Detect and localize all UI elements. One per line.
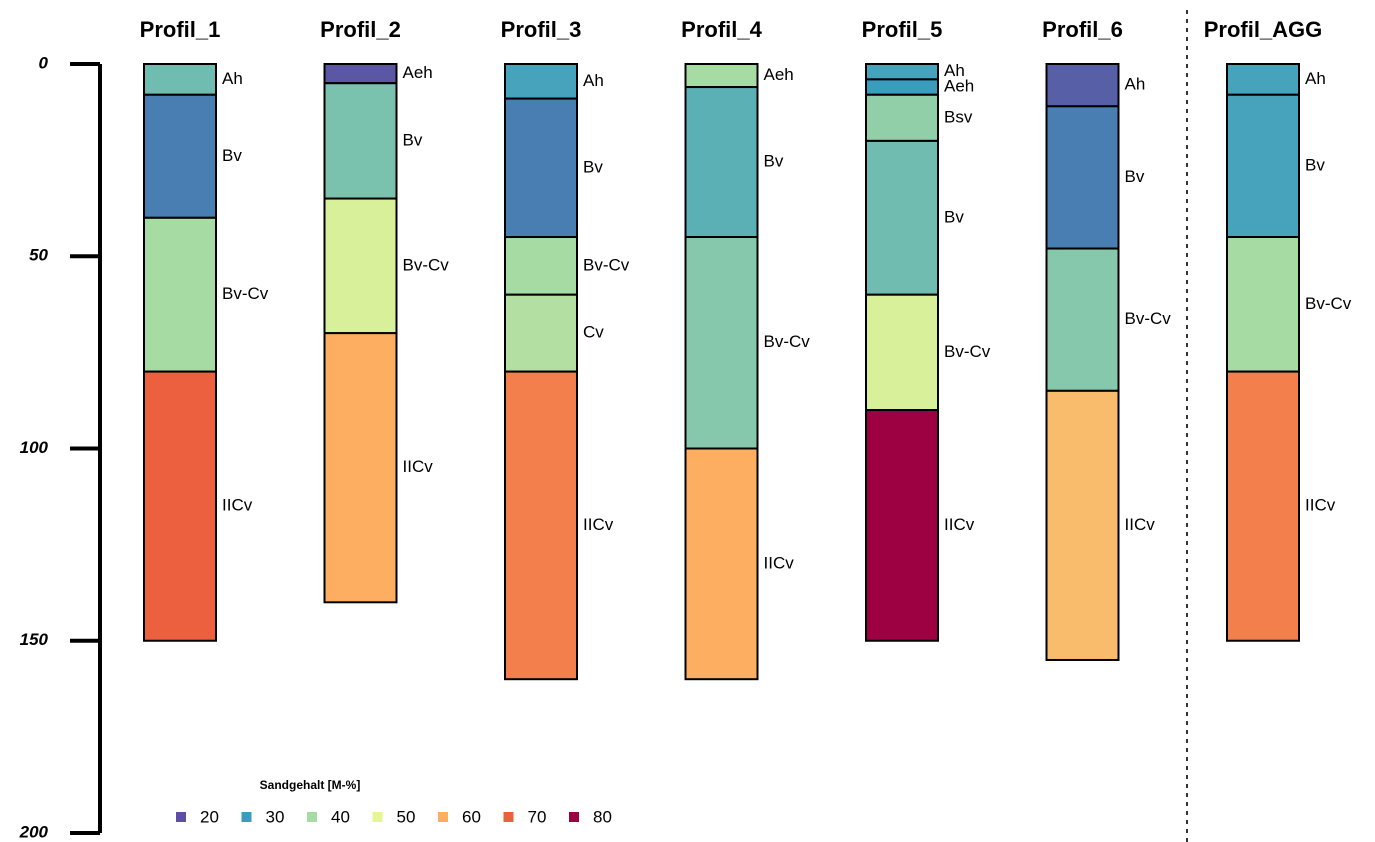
horizon: [1227, 237, 1299, 372]
horizon: [325, 83, 397, 198]
horizon: [505, 237, 577, 295]
horizon: [686, 64, 758, 87]
profile-title: Profil_AGG: [1204, 17, 1323, 42]
horizon: [686, 237, 758, 448]
horizon: [505, 372, 577, 680]
horizon: [1227, 95, 1299, 237]
legend-label: 70: [528, 807, 547, 826]
horizon-label: Aeh: [403, 63, 433, 82]
horizon: [144, 64, 216, 95]
horizon-label: Ah: [1305, 69, 1326, 88]
horizon: [325, 64, 397, 83]
profile-title: Profil_1: [140, 17, 221, 42]
horizon: [505, 99, 577, 237]
y-tick-label: 100: [20, 438, 49, 457]
horizon: [325, 199, 397, 334]
legend-label: 20: [200, 807, 219, 826]
horizon-label: Aeh: [944, 77, 974, 96]
horizon-label: Cv: [583, 323, 604, 342]
horizon: [1047, 106, 1119, 248]
horizon: [866, 141, 938, 295]
horizon-label: Bv: [403, 130, 423, 149]
horizon-label: IICv: [583, 515, 614, 534]
horizon-label: Bv: [222, 146, 242, 165]
horizon-label: Ah: [1125, 75, 1146, 94]
horizon-label: Bv-Cv: [403, 255, 450, 274]
legend-swatch: [176, 812, 186, 822]
profile-title: Profil_4: [681, 17, 762, 42]
chart: 0 50 100 150 200 Profil_1 Ah Bv Bv-Cv IICv Profil_…: [0, 0, 1375, 842]
horizon: [866, 95, 938, 141]
profile-title: Profil_3: [501, 17, 582, 42]
horizon: [866, 295, 938, 410]
legend-swatch: [504, 812, 514, 822]
horizon-label: Bv: [764, 152, 784, 171]
y-tick-label: 50: [29, 246, 48, 265]
profile-title: Profil_5: [862, 17, 943, 42]
horizon-label: Bv-Cv: [764, 332, 811, 351]
horizon: [1227, 64, 1299, 95]
horizon: [505, 295, 577, 372]
horizon: [144, 95, 216, 218]
legend-swatch: [307, 812, 317, 822]
legend-swatch: [242, 812, 252, 822]
horizon-label: IICv: [403, 457, 434, 476]
legend-label: 60: [462, 807, 481, 826]
legend-swatch: [373, 812, 383, 822]
legend-label: 40: [331, 807, 350, 826]
horizon: [1047, 64, 1119, 106]
horizon-label: Ah: [583, 71, 604, 90]
horizon: [144, 372, 216, 641]
horizon: [1047, 391, 1119, 660]
horizon: [1047, 249, 1119, 391]
profile-title: Profil_2: [320, 17, 401, 42]
y-tick-label: 0: [39, 53, 49, 72]
horizon: [686, 87, 758, 237]
horizon: [866, 79, 938, 94]
horizon-label: IICv: [764, 553, 795, 572]
horizon-label: IICv: [1305, 496, 1336, 515]
legend-label: 50: [397, 807, 416, 826]
horizon: [866, 410, 938, 641]
horizon-label: IICv: [1125, 515, 1156, 534]
legend-title: Sandgehalt [M-%]: [260, 778, 361, 792]
horizon-label: Bv-Cv: [1125, 309, 1172, 328]
horizon-label: Bv: [1305, 155, 1325, 174]
horizon-label: Bv-Cv: [222, 284, 269, 303]
profile-title: Profil_6: [1042, 17, 1123, 42]
legend-label: 30: [266, 807, 285, 826]
legend-swatch: [569, 812, 579, 822]
horizon: [505, 64, 577, 99]
horizon-label: IICv: [222, 496, 253, 515]
horizon: [1227, 372, 1299, 641]
horizon: [144, 218, 216, 372]
horizon: [325, 333, 397, 602]
horizon-label: Bv: [944, 207, 964, 226]
horizon-label: Ah: [222, 69, 243, 88]
horizon-label: Bsv: [944, 107, 973, 126]
horizon-label: Bv: [1125, 167, 1145, 186]
horizon-label: IICv: [944, 515, 975, 534]
horizon: [686, 449, 758, 680]
y-tick-label: 150: [20, 630, 49, 649]
horizon-label: Bv-Cv: [944, 342, 991, 361]
horizon: [866, 64, 938, 79]
legend-swatch: [438, 812, 448, 822]
horizon-label: Bv-Cv: [1305, 294, 1352, 313]
y-tick-label: 200: [19, 822, 49, 841]
horizon-label: Aeh: [764, 65, 794, 84]
horizon-label: Bv: [583, 157, 603, 176]
legend-label: 80: [593, 807, 612, 826]
horizon-label: Bv-Cv: [583, 255, 630, 274]
